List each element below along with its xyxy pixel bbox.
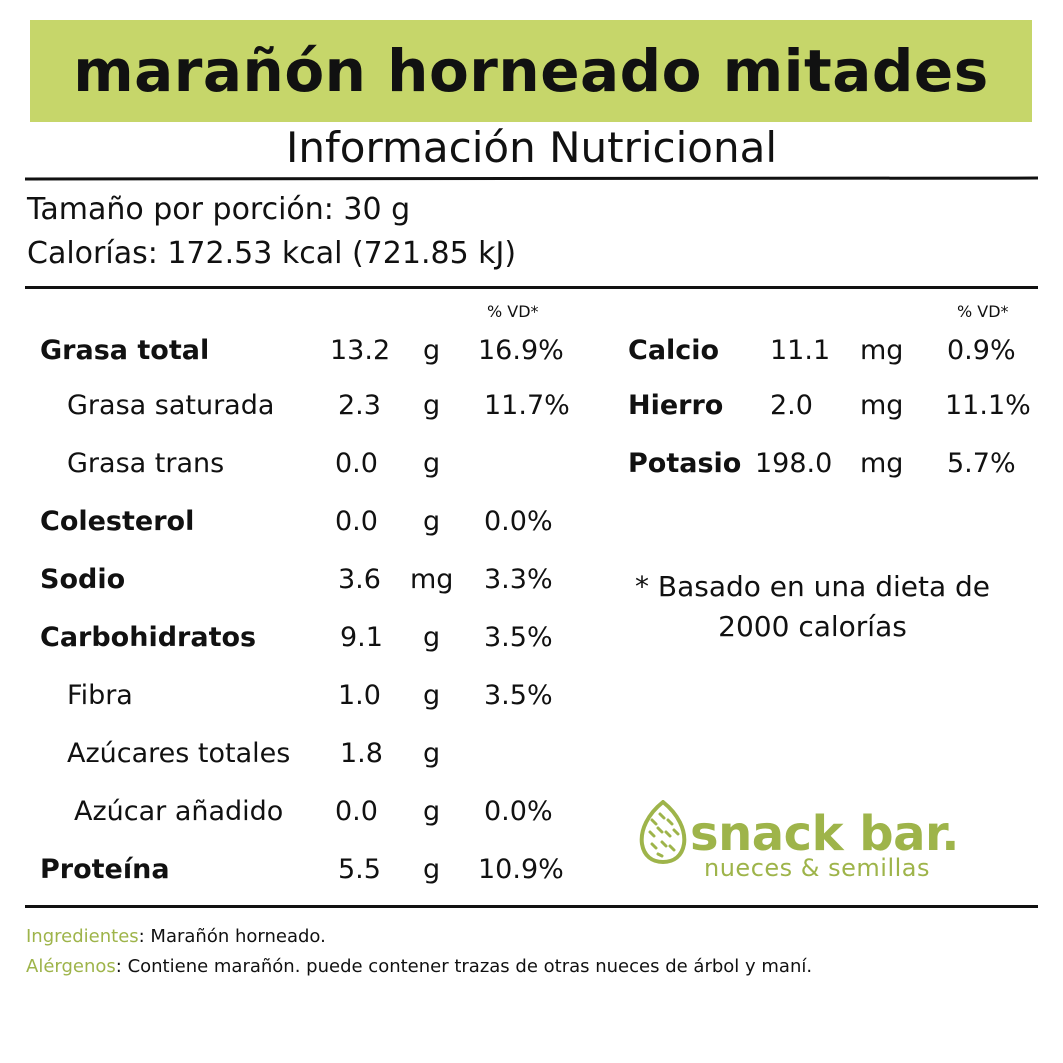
nutrient-unit: mg [860,335,904,366]
nutrient-amount: 0.0 [335,448,378,479]
vd-header-right: % VD* [957,302,1009,321]
nutrient-unit: mg [860,448,904,479]
nutrient-name: Proteína [40,854,170,885]
ingredients-label: Ingredientes [26,926,139,947]
nutrient-name: Sodio [40,564,126,595]
nutrient-unit: g [423,854,441,885]
nutrient-amount: 0.0 [335,506,378,537]
nutrient-unit: g [423,738,441,769]
nutrient-vd: 3.5% [484,680,553,711]
nutrient-amount: 3.6 [338,564,381,595]
nutrient-amount: 9.1 [340,622,383,653]
nutrient-name: Calcio [628,335,720,366]
serving-size: Tamaño por porción: 30 g [27,192,411,227]
nutrient-vd: 0.0% [484,506,553,537]
nutrient-amount: 13.2 [330,335,391,366]
nutrient-name: Fibra [67,680,133,711]
nutrient-amount: 5.5 [338,854,381,885]
ingredients-line: Ingredientes: Marañón horneado. [26,926,326,947]
nutrient-unit: g [423,796,441,827]
nutrient-vd: 10.9% [478,854,564,885]
divider-serving [25,286,1038,289]
allergens-line: Alérgenos: Contiene marañón. puede conte… [26,956,812,977]
nutrient-name: Grasa saturada [67,390,275,421]
nutrient-amount: 2.3 [338,390,381,421]
nutrition-subtitle: Información Nutricional [285,123,778,172]
nutrient-name: Hierro [628,390,724,421]
divider-top [24,176,1039,181]
nutrient-name: Colesterol [40,506,195,537]
brand-logo-text: snack bar. [690,806,960,862]
product-title: marañón horneado mitades [73,37,989,105]
nutrient-vd: 5.7% [947,448,1016,479]
nutrient-name: Grasa total [40,335,210,366]
brand-tagline: nueces & semillas [704,854,930,882]
nutrient-amount: 0.0 [335,796,378,827]
nutrient-name: Potasio [628,448,742,479]
nutrient-amount: 1.8 [340,738,383,769]
nutrient-unit: g [423,506,441,537]
serving-calories: Calorías: 172.53 kcal (721.85 kJ) [27,236,517,271]
nutrient-amount: 1.0 [338,680,381,711]
vd-header-left: % VD* [487,302,539,321]
nutrient-name: Azúcares totales [67,738,291,769]
nutrient-vd: 3.5% [484,622,553,653]
nutrient-amount: 11.1 [770,335,831,366]
nutrient-name: Azúcar añadido [74,796,284,827]
allergens-label: Alérgenos [26,956,116,977]
footnote-line2: 2000 calorías [718,610,907,643]
nutrient-amount: 2.0 [770,390,813,421]
nutrient-unit: mg [410,564,454,595]
nutrient-vd: 11.1% [945,390,1031,421]
nutrient-unit: g [423,390,441,421]
divider-bottom [25,905,1038,908]
nutrient-vd: 11.7% [484,390,570,421]
almond-icon [639,800,687,864]
nutrient-vd: 0.0% [484,796,553,827]
nutrient-name: Grasa trans [67,448,225,479]
nutrient-vd: 3.3% [484,564,553,595]
nutrient-unit: g [423,680,441,711]
nutrient-amount: 198.0 [755,448,833,479]
ingredients-text: : Marañón horneado. [138,926,326,947]
nutrient-unit: g [423,448,441,479]
nutrient-vd: 16.9% [478,335,564,366]
nutrient-unit: mg [860,390,904,421]
allergens-text: : Contiene marañón. puede contener traza… [115,956,813,977]
nutrient-unit: g [423,622,441,653]
nutrient-name: Carbohidratos [40,622,257,653]
nutrient-vd: 0.9% [947,335,1016,366]
nutrient-unit: g [423,335,441,366]
footnote-line1: * Basado en una dieta de [634,570,991,603]
title-band [30,20,1032,122]
